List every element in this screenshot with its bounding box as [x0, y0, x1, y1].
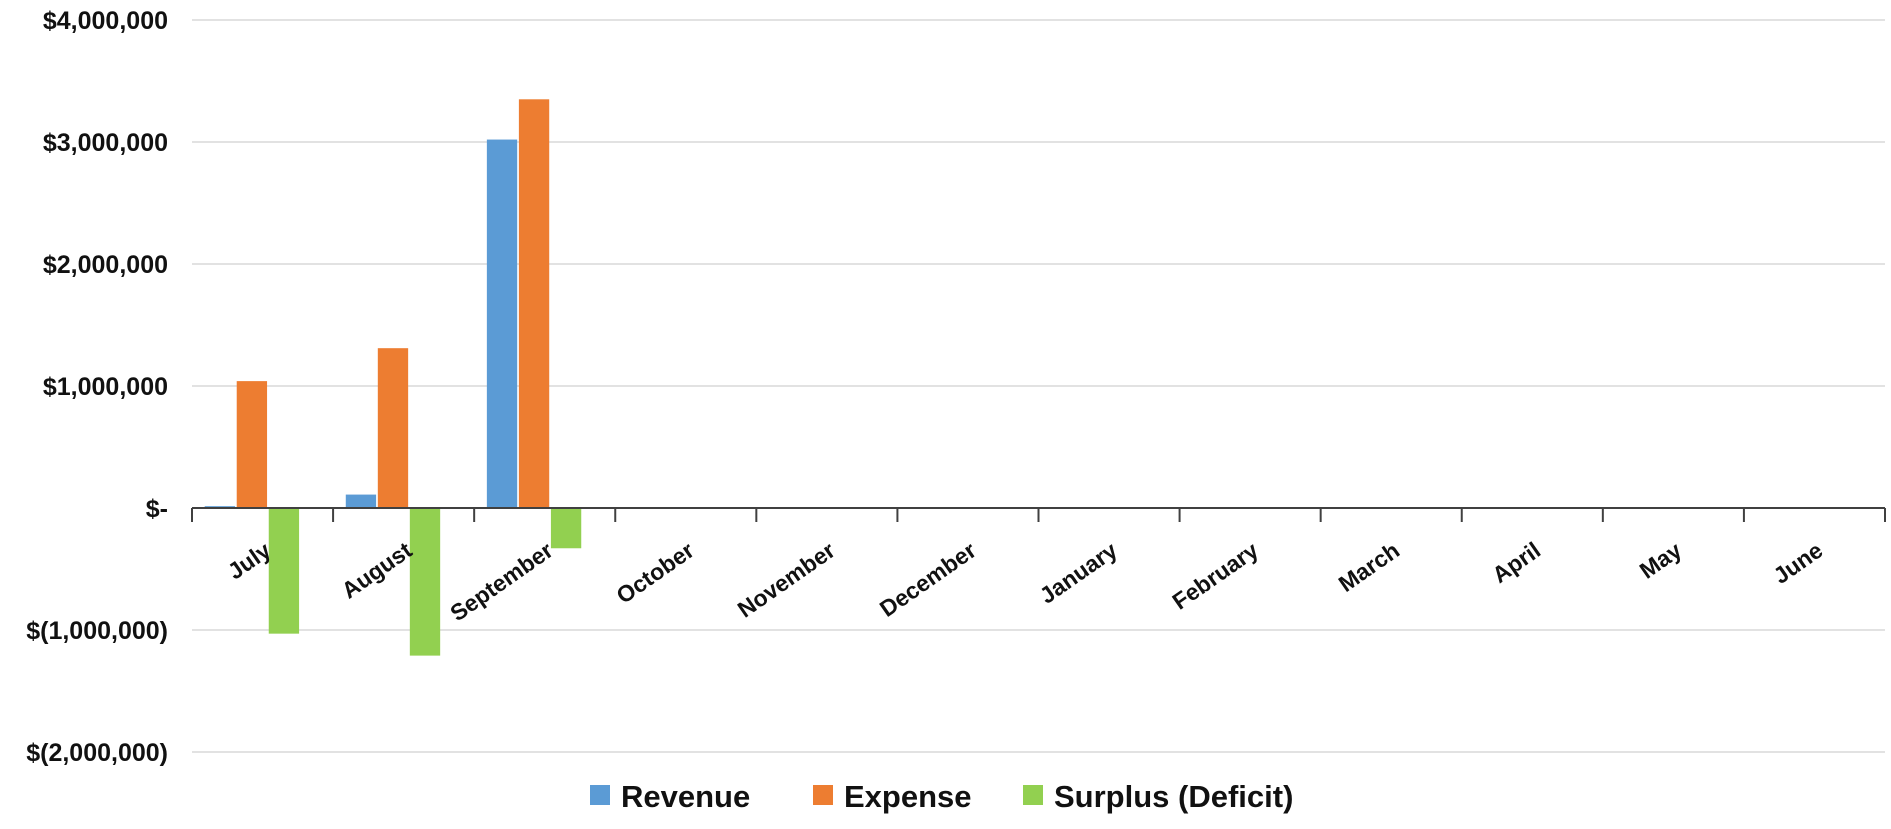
- x-tick-label: August: [337, 537, 417, 604]
- legend-swatch: [813, 785, 833, 805]
- bar-surplus-deficit-july: [268, 508, 300, 634]
- x-axis: July August September October November Decemb…: [191, 507, 1886, 627]
- legend-label: Expense: [844, 779, 972, 814]
- x-tick-label: September: [445, 537, 557, 627]
- x-tick-label: June: [1768, 537, 1827, 589]
- bar-expense-july: [236, 381, 268, 508]
- x-tick-label: May: [1635, 537, 1687, 584]
- bar-surplus-deficit-september: [550, 508, 582, 549]
- y-tick-label: $-: [146, 495, 168, 523]
- legend-item-expense: Expense: [813, 779, 972, 814]
- y-tick-label: $1,000,000: [43, 373, 168, 401]
- y-tick-label: $(2,000,000): [26, 739, 168, 767]
- legend-swatch: [590, 785, 610, 805]
- legend-item-surplus-deficit: Surplus (Deficit): [1023, 779, 1293, 814]
- bars: [204, 99, 582, 656]
- legend: Revenue Expense Surplus (Deficit): [590, 779, 1293, 814]
- bar-surplus-deficit-august: [409, 508, 441, 656]
- x-tick-label: February: [1167, 537, 1263, 615]
- x-tick-label: December: [875, 537, 981, 622]
- bar-revenue-august: [345, 494, 377, 508]
- y-tick-label: $(1,000,000): [26, 617, 168, 645]
- legend-item-revenue: Revenue: [590, 779, 750, 814]
- x-tick-label: April: [1487, 537, 1545, 588]
- y-axis: $4,000,000 $3,000,000 $2,000,000 $1,000,000…: [26, 7, 168, 767]
- legend-swatch: [1023, 785, 1043, 805]
- gridlines: [192, 19, 1885, 753]
- x-tick-label: March: [1334, 537, 1404, 597]
- y-tick-label: $3,000,000: [43, 129, 168, 157]
- x-tick-label: January: [1035, 537, 1122, 609]
- legend-label: Revenue: [621, 779, 750, 814]
- bar-expense-september: [518, 99, 550, 509]
- legend-label: Surplus (Deficit): [1054, 779, 1293, 814]
- x-tick-label: October: [612, 537, 699, 609]
- y-tick-label: $2,000,000: [43, 251, 168, 279]
- bar-revenue-september: [486, 139, 518, 508]
- x-tick-label: July: [223, 537, 276, 585]
- bar-expense-august: [377, 348, 409, 508]
- y-tick-label: $4,000,000: [43, 7, 168, 35]
- x-tick-label: November: [733, 537, 840, 623]
